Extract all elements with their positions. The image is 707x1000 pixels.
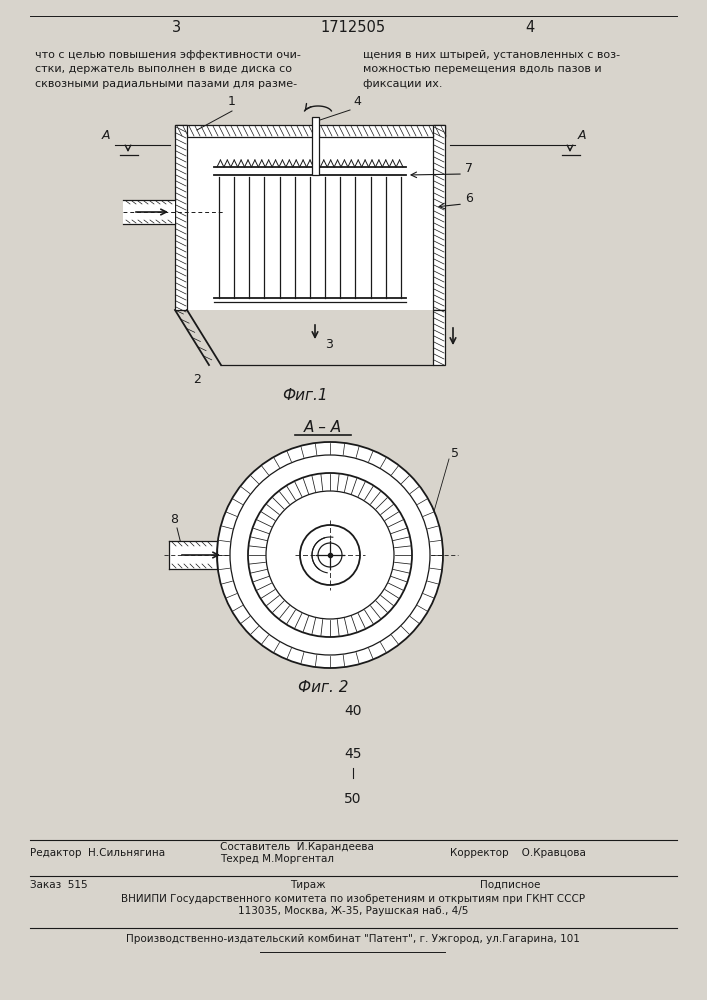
- Text: Фиг. 2: Фиг. 2: [298, 680, 349, 696]
- Text: 4: 4: [353, 95, 361, 108]
- Bar: [175, 125, 187, 310]
- Bar: [175, 125, 445, 137]
- Text: Производственно-издательский комбинат "Патент", г. Ужгород, ул.Гагарина, 101: Производственно-издательский комбинат "П…: [126, 934, 580, 944]
- Circle shape: [248, 473, 412, 637]
- Text: 6: 6: [465, 192, 473, 205]
- Text: щения в них штырей, установленных с воз-
можностью перемещения вдоль пазов и
фик: щения в них штырей, установленных с воз-…: [363, 50, 620, 89]
- Bar: [187, 137, 433, 310]
- Text: Подписное: Подписное: [480, 880, 540, 890]
- Text: 45: 45: [344, 747, 362, 761]
- Text: 113035, Москва, Ж-35, Раушская наб., 4/5: 113035, Москва, Ж-35, Раушская наб., 4/5: [238, 906, 468, 916]
- Circle shape: [300, 525, 360, 585]
- Text: 1712505: 1712505: [320, 20, 385, 35]
- Circle shape: [230, 455, 430, 655]
- Text: 3: 3: [173, 20, 182, 35]
- Text: Заказ  515: Заказ 515: [30, 880, 88, 890]
- Text: 2: 2: [193, 373, 201, 386]
- Bar: [123, 200, 175, 224]
- Circle shape: [266, 491, 394, 619]
- Text: 8: 8: [170, 513, 178, 526]
- Text: А: А: [102, 129, 110, 142]
- Bar: [433, 125, 445, 310]
- Text: Тираж: Тираж: [290, 880, 326, 890]
- Text: Техред М.Моргентал: Техред М.Моргентал: [220, 854, 334, 864]
- Text: 3: 3: [325, 338, 333, 351]
- Text: 50: 50: [344, 792, 362, 806]
- Text: Редактор  Н.Сильнягина: Редактор Н.Сильнягина: [30, 848, 165, 858]
- Bar: [169, 541, 225, 569]
- Text: А – А: А – А: [304, 420, 342, 434]
- Bar: [312, 117, 319, 175]
- Text: ВНИИПИ Государственного комитета по изобретениям и открытиям при ГКНТ СССР: ВНИИПИ Государственного комитета по изоб…: [121, 894, 585, 904]
- Bar: [433, 310, 445, 365]
- Text: 7: 7: [465, 162, 473, 175]
- Text: Фиг.1: Фиг.1: [282, 387, 328, 402]
- Text: А: А: [578, 129, 587, 142]
- Text: 5: 5: [451, 447, 459, 460]
- Bar: [215, 165, 405, 298]
- Text: 4: 4: [525, 20, 534, 35]
- Circle shape: [217, 442, 443, 668]
- Text: 1: 1: [228, 95, 236, 108]
- Text: Корректор    О.Кравцова: Корректор О.Кравцова: [450, 848, 586, 858]
- Text: Составитель  И.Карандеева: Составитель И.Карандеева: [220, 842, 374, 852]
- Text: что с целью повышения эффективности очи-
стки, держатель выполнен в виде диска с: что с целью повышения эффективности очи-…: [35, 50, 301, 89]
- Text: 40: 40: [344, 704, 362, 718]
- Circle shape: [318, 543, 342, 567]
